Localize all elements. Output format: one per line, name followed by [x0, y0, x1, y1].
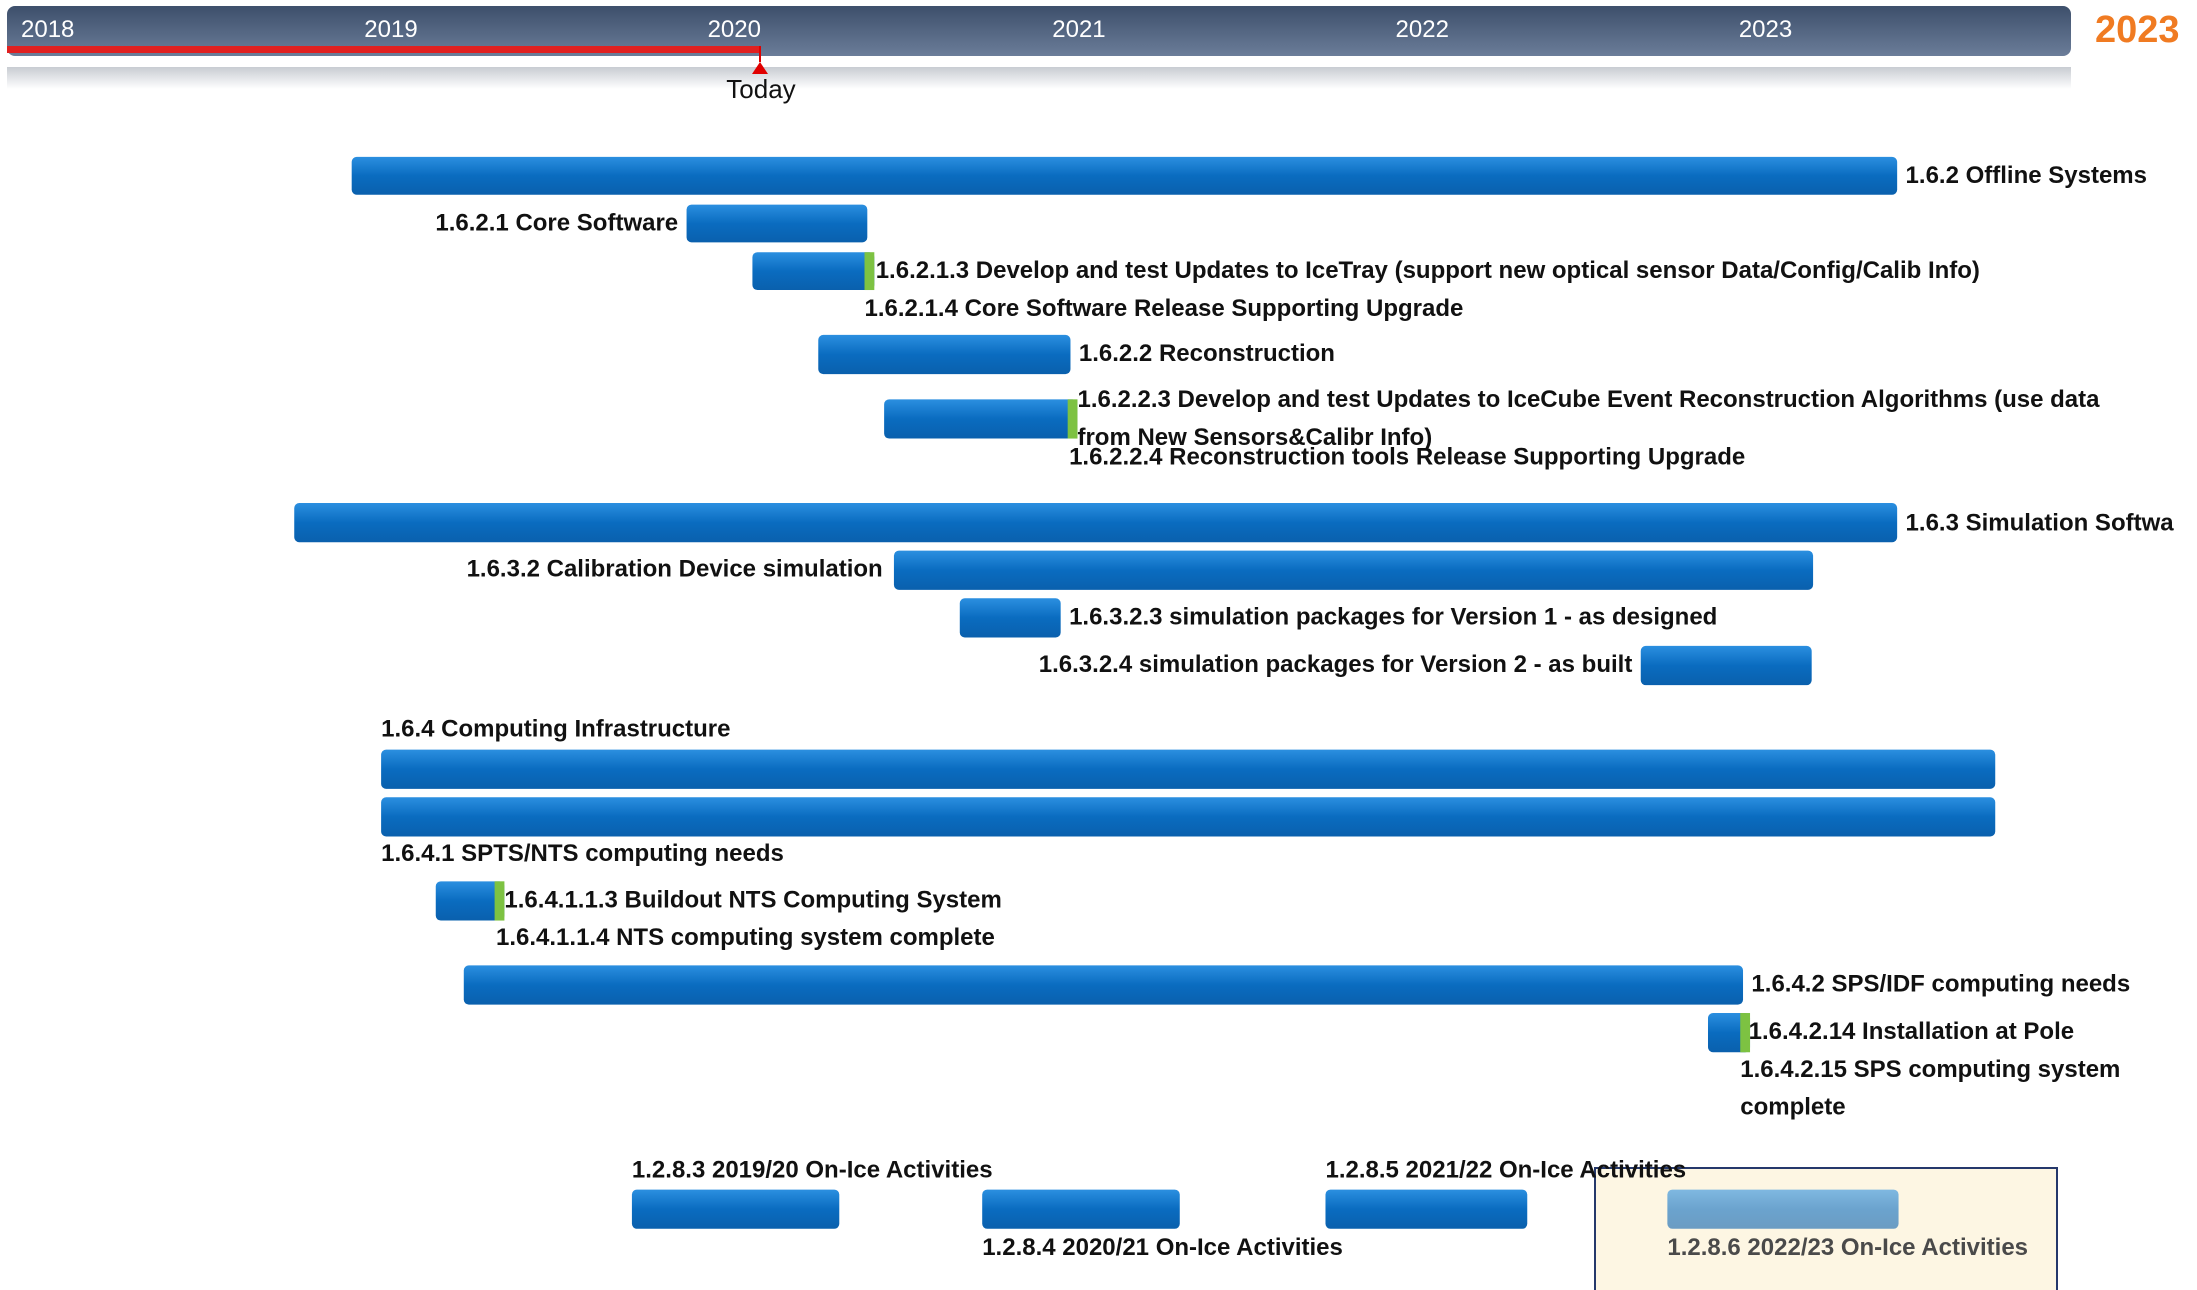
task-label: 1.6.2.1.3 Develop and test Updates to Ic… — [876, 257, 1980, 284]
elapsed-bar — [7, 46, 759, 53]
task-label: 1.6.2.1.4 Core Software Release Supporti… — [865, 295, 1464, 322]
task-bar — [1325, 1189, 1528, 1229]
task-bar — [1640, 645, 1812, 686]
task-label: 1.2.8.3 2019/20 On-Ice Activities — [632, 1157, 993, 1184]
year-label: 2021 — [1052, 16, 1105, 43]
task-label: 1.6.3 Simulation Softwa — [1906, 509, 2175, 536]
highlight-box — [1594, 1167, 2058, 1290]
task-label: 1.6.2 Offline Systems — [1906, 162, 2147, 189]
task-label: 1.6.2.2 Reconstruction — [1079, 340, 1335, 367]
task-bar — [752, 252, 875, 291]
task-label: 1.6.4.2.14 Installation at Pole — [1749, 1018, 2074, 1045]
progress-end — [494, 881, 505, 921]
task-label: 1.2.8.6 2022/23 On-Ice Activities — [1667, 1234, 2028, 1261]
task-label: 1.6.2.2.3 Develop and test Updates to Ic… — [1077, 386, 2100, 413]
task-bar — [884, 399, 1078, 439]
task-bar — [686, 204, 868, 243]
task-label: 1.6.4.2 SPS/IDF computing needs — [1751, 970, 2130, 997]
header-shadow — [7, 67, 2071, 89]
task-bar — [381, 797, 1996, 837]
task-label: 1.2.8.5 2021/22 On-Ice Activities — [1325, 1157, 1686, 1184]
year-label: 2019 — [364, 16, 417, 43]
task-label: 1.6.3.2.3 simulation packages for Versio… — [1069, 603, 1717, 630]
task-bar — [959, 598, 1061, 638]
task-bar — [893, 550, 1814, 590]
task-label: 1.6.4.2.15 SPS computing system — [1740, 1056, 2120, 1083]
task-bar — [1707, 1013, 1751, 1053]
task-bar — [294, 503, 1898, 543]
task-label: 1.2.8.4 2020/21 On-Ice Activities — [982, 1234, 1343, 1261]
task-label: 1.6.3.2 Calibration Device simulation — [467, 556, 883, 583]
task-label: 1.6.4.1 SPTS/NTS computing needs — [381, 840, 784, 867]
task-label: complete — [1740, 1094, 1845, 1121]
progress-end — [1067, 399, 1078, 439]
task-bar — [818, 334, 1071, 375]
task-bar — [435, 881, 505, 921]
task-label: 1.6.2.2.4 Reconstruction tools Release S… — [1069, 444, 1745, 471]
task-label: 1.6.4.1.1.4 NTS computing system complet… — [496, 924, 995, 951]
today-label: Today — [726, 74, 795, 104]
task-bar — [631, 1189, 840, 1229]
task-label: 1.6.4.1.1.3 Buildout NTS Computing Syste… — [504, 886, 1001, 913]
task-label: 1.6.4 Computing Infrastructure — [381, 715, 730, 742]
task-bar — [982, 1189, 1180, 1229]
task-bar — [1667, 1189, 1899, 1229]
task-bar — [351, 156, 1898, 195]
year-label: 2023 — [1739, 16, 1792, 43]
today-marker — [752, 62, 768, 74]
task-label: 1.6.3.2.4 simulation packages for Versio… — [1039, 651, 1633, 678]
progress-end — [864, 252, 875, 291]
year-label: 2018 — [21, 16, 74, 43]
year-label: 2022 — [1396, 16, 1449, 43]
task-label: 1.6.2.1 Core Software — [435, 210, 678, 237]
year-label: 2020 — [708, 16, 761, 43]
timeline-header — [7, 6, 2071, 56]
task-bar — [463, 965, 1744, 1005]
current-year: 2023 — [2095, 9, 2180, 51]
task-label: from New Sensors&Calibr Info) — [1077, 424, 1432, 451]
task-bar — [381, 749, 1996, 789]
progress-end — [1740, 1013, 1751, 1053]
